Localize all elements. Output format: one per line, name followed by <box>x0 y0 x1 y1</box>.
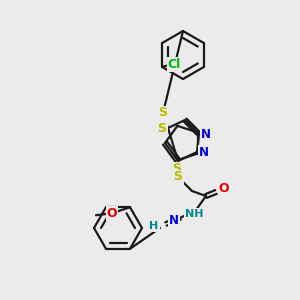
Text: S: S <box>172 163 182 176</box>
Text: N: N <box>199 146 209 158</box>
Text: N: N <box>169 214 179 226</box>
Text: H: H <box>149 221 159 231</box>
Text: O: O <box>219 182 229 196</box>
Text: Cl: Cl <box>168 58 181 70</box>
Text: NH: NH <box>185 209 203 219</box>
Text: S: S <box>173 170 182 184</box>
Text: S: S <box>158 106 167 119</box>
Text: N: N <box>201 128 211 140</box>
Text: S: S <box>158 122 166 134</box>
Text: O: O <box>107 207 117 220</box>
